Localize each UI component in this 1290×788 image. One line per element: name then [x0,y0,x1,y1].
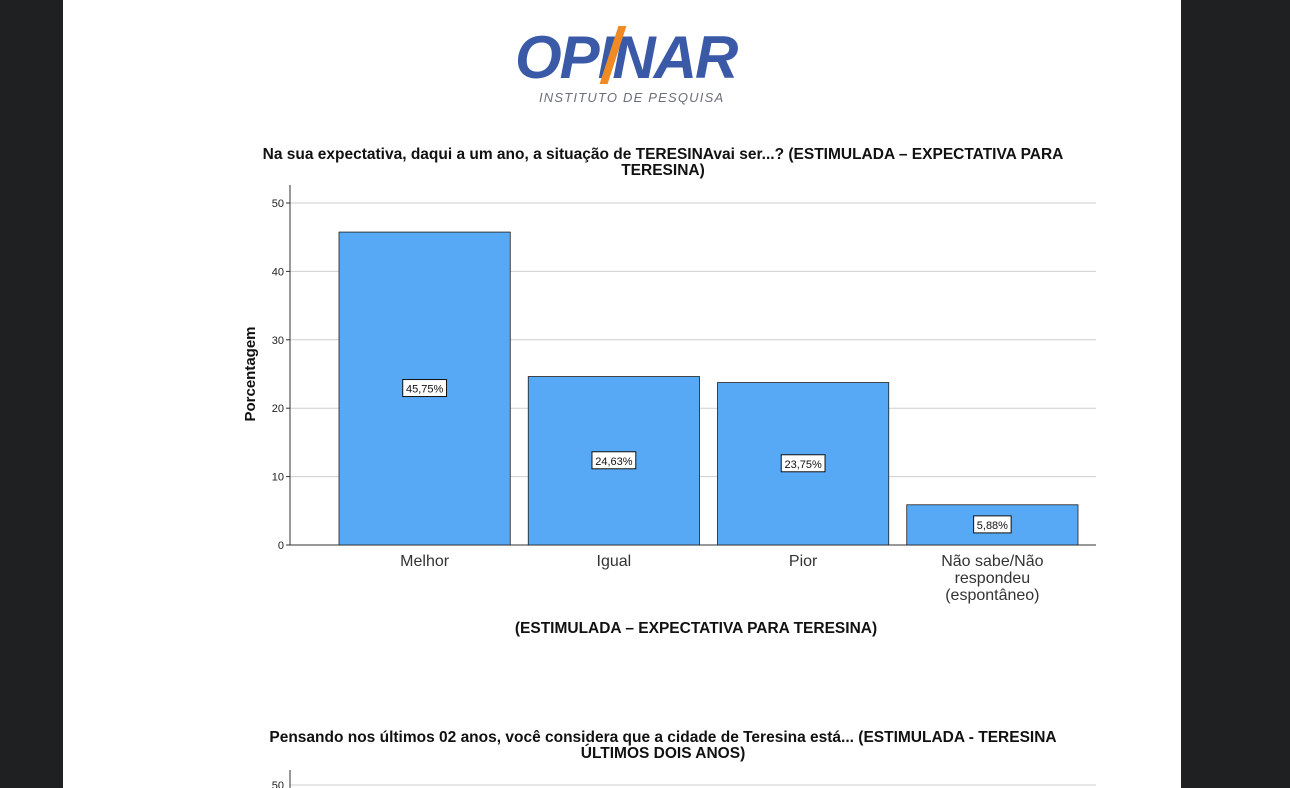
chart2-y-tick-label: 50 [272,780,284,788]
data-label-box [402,379,448,398]
y-tick-label: 40 [272,266,284,278]
y-tick-label: 30 [272,335,284,347]
data-label-box [973,515,1012,534]
y-tick-label: 20 [272,403,284,415]
chart2-title-line2: ÚLTIMOS DOIS ANOS) [580,745,746,762]
category-label: Não sabe/Não [941,553,1043,570]
category-label: Igual [597,553,632,570]
report-page: OPINAR INSTITUTO DE PESQUISA Na sua expe… [63,0,1181,788]
data-label: 45,75% [406,384,444,396]
data-label: 5,88% [977,520,1008,532]
y-axis-title: Porcentagem [242,326,259,421]
data-label-box [780,454,826,473]
data-label: 24,63% [595,456,633,468]
data-label-box [591,451,637,470]
chart-title-line1: Na sua expectativa, daqui a um ano, a si… [262,146,1064,163]
category-label: Melhor [400,553,450,570]
expectativa-bar-chart: 0 10 20 30 40 50 45,75% Melhor 24,63% Igual 23,75%… [242,185,1096,788]
opinar-logo: OPINAR INSTITUTO DE PESQUISA [515,24,747,108]
category-label: (espontâneo) [945,587,1039,604]
y-tick-label: 10 [272,472,284,484]
chart-title-ultimos-anos: Pensando nos últimos 02 anos, você consi… [223,730,1103,762]
chart2-title-line1: Pensando nos últimos 02 anos, você consi… [269,729,1057,746]
logo-subtitle: INSTITUTO DE PESQUISA [539,90,725,105]
chart-title-expectativa: Na sua expectativa, daqui a um ano, a si… [223,147,1103,179]
y-tick-label: 50 [272,198,284,210]
logo-wordmark: OPINAR [515,24,738,91]
y-tick-label: 0 [278,540,284,552]
data-label: 23,75% [784,459,822,471]
category-label: Pior [789,553,818,570]
category-label: respondeu [955,570,1031,587]
chart-title-line2: TERESINA) [621,162,705,179]
x-axis-title: (ESTIMULADA – EXPECTATIVA PARA TERESINA) [515,620,877,637]
